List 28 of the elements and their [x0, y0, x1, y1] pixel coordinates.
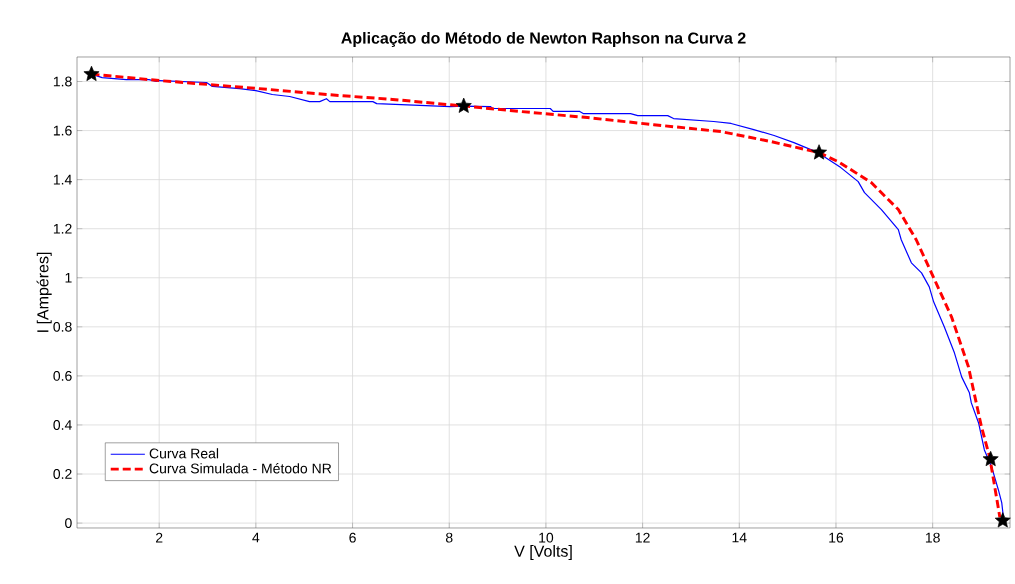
y-tick-label: 1.4 [53, 174, 72, 185]
x-tick-label: 2 [156, 532, 163, 543]
x-tick-label: 12 [635, 532, 650, 543]
legend-label: Curva Real [149, 448, 219, 459]
y-axis-title: I [Ampéres] [36, 252, 52, 332]
y-tick-label: 1.6 [53, 125, 72, 136]
y-tick-label: 0 [65, 518, 72, 529]
point [811, 144, 827, 160]
y-tick-label: 1.2 [53, 223, 72, 234]
y-tick-label: 1.8 [53, 76, 72, 87]
y-tick-label: 1 [65, 272, 72, 283]
point [455, 97, 472, 113]
x-tick-label: 16 [829, 532, 844, 543]
x-tick-label: 6 [349, 532, 356, 543]
y-tick-label: 0.2 [53, 469, 72, 479]
x-tick-label: 4 [252, 532, 260, 543]
chart-title: Aplicação do Método de Newton Raphson na Curva 2 [341, 31, 746, 47]
x-tick-label: 8 [445, 532, 453, 543]
x-tick-label: 18 [925, 532, 940, 543]
x-axis-title: V [Volts] [514, 545, 572, 561]
legend-label: Curva Simulada - Método NR [149, 462, 332, 474]
point [83, 65, 100, 81]
y-tick-label: 0.6 [53, 370, 72, 381]
y-tick-label: 0.8 [53, 321, 72, 332]
y-tick-label: 0.4 [53, 420, 72, 430]
x-tick-label: 14 [732, 532, 747, 543]
x-tick-label: 10 [539, 532, 554, 543]
point [982, 450, 999, 467]
